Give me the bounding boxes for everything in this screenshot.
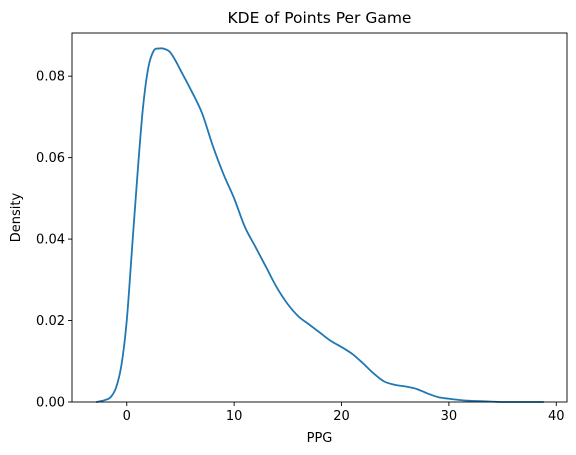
y-tick-label: 0.06 — [36, 151, 65, 166]
y-tick-label: 0.00 — [36, 396, 65, 411]
y-tick-label: 0.02 — [36, 314, 65, 329]
x-tick-label: 40 — [548, 409, 565, 424]
y-tick-label: 0.04 — [36, 233, 65, 248]
x-tick-label: 20 — [333, 409, 350, 424]
y-axis-ticks: 0.00 0.02 0.04 0.06 0.08 — [36, 70, 72, 411]
x-tick-label: 30 — [441, 409, 458, 424]
y-tick-label: 0.08 — [36, 70, 65, 85]
x-tick-label: 0 — [123, 409, 131, 424]
plot-frame — [71, 32, 568, 403]
x-axis-label: PPG — [307, 431, 333, 446]
kde-line — [95, 47, 545, 403]
chart-title: KDE of Points Per Game — [228, 9, 412, 27]
x-axis-ticks: 0 10 20 30 40 — [123, 402, 565, 424]
y-axis-label: Density — [9, 192, 24, 242]
x-tick-label: 10 — [226, 409, 243, 424]
